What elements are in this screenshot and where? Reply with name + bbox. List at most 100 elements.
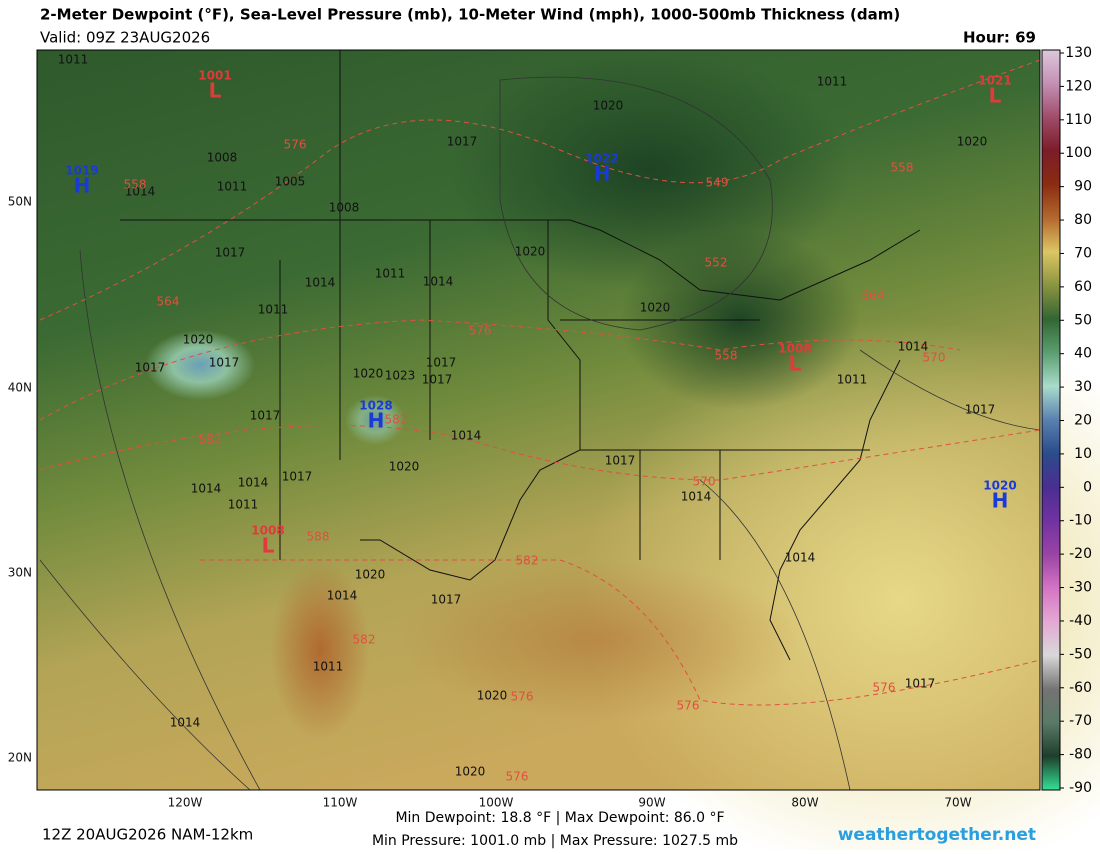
- longitude-label: 120W: [168, 796, 203, 810]
- isobar-label: 1017: [905, 677, 936, 691]
- isobar-label: 1020: [455, 765, 486, 779]
- model-run: 12Z 20AUG2026 NAM-12km: [42, 826, 253, 844]
- colorbar-label: -70: [1069, 713, 1092, 729]
- isobar-label: 1005: [275, 175, 306, 189]
- colorbar-label: -80: [1069, 747, 1092, 763]
- isobars: [39, 76, 1041, 791]
- moist-region: [580, 320, 1100, 854]
- isobar-label: 1020: [353, 367, 384, 381]
- dry-region: [145, 330, 255, 400]
- isobar-label: 1017: [250, 409, 281, 423]
- map-field: [37, 50, 1100, 854]
- thickness-label: 558: [891, 161, 914, 175]
- colorbar-label: 10: [1074, 446, 1092, 462]
- colorbar-label: 120: [1065, 78, 1092, 94]
- isobar-label: 1011: [217, 180, 248, 194]
- isobar-label: 1014: [327, 589, 358, 603]
- colorbar-label: -50: [1069, 646, 1092, 662]
- thickness-label: 582: [353, 633, 376, 647]
- colorbar-label: 90: [1074, 179, 1092, 195]
- colorbar: 1301201101009080706050403020100-10-20-30…: [1041, 45, 1092, 796]
- center-value: 1028: [359, 399, 392, 413]
- isobar-label: 1017: [209, 356, 240, 370]
- thickness-label: 576: [873, 681, 896, 695]
- thickness-label: 576: [506, 770, 529, 784]
- isobar-label: 1017: [447, 135, 478, 149]
- isobar-label: 1008: [207, 151, 238, 165]
- center-letter: L: [209, 79, 222, 103]
- pressure-range: Min Pressure: 1001.0 mb | Max Pressure: …: [372, 833, 738, 849]
- longitude-label: 110W: [323, 796, 358, 810]
- dry-region: [345, 395, 405, 445]
- center-value: 1008: [251, 524, 284, 538]
- colorbar-label: -30: [1069, 580, 1092, 596]
- isobar-label: 1014: [423, 275, 454, 289]
- isobar-label: 1014: [238, 476, 269, 490]
- latitude-label: 30N: [8, 566, 32, 580]
- forecast-hour: Hour: 69: [963, 29, 1036, 47]
- thickness-label: 576: [511, 690, 534, 704]
- longitude-label: 80W: [791, 796, 818, 810]
- thickness-label: 564: [157, 295, 180, 309]
- dry-region: [400, 560, 800, 720]
- colorbar-label: -40: [1069, 613, 1092, 629]
- colorbar-label: 50: [1074, 312, 1092, 328]
- thickness-label: 582: [199, 433, 222, 447]
- isobar-label: 1014: [681, 490, 712, 504]
- dewpoint-range: Min Dewpoint: 18.8 °F | Max Dewpoint: 86…: [395, 810, 724, 826]
- isobar-label: 1014: [305, 276, 336, 290]
- thickness-label: 558: [124, 178, 147, 192]
- boundaries: [120, 50, 921, 661]
- isobar-label: 1014: [785, 551, 816, 565]
- colorbar-label: -60: [1069, 680, 1092, 696]
- center-letter: H: [74, 174, 91, 198]
- colorbar-label: 110: [1065, 112, 1092, 128]
- isobar-label: 1017: [215, 246, 246, 260]
- colorbar-label: 130: [1065, 45, 1092, 61]
- thickness-label: 582: [516, 554, 539, 568]
- isobar-label: 1023: [385, 369, 416, 383]
- colorbar-label: 40: [1074, 346, 1092, 362]
- longitude-label: 90W: [638, 796, 665, 810]
- moist-region: [450, 50, 850, 290]
- isobar-label: 1011: [817, 75, 848, 89]
- isobar-label: 1017: [426, 356, 457, 370]
- thickness-label: 570: [923, 351, 946, 365]
- center-letter: H: [368, 409, 385, 433]
- dry-region: [270, 560, 370, 740]
- center-value: 1022: [585, 152, 618, 166]
- center-value: 1020: [983, 479, 1016, 493]
- isobar-label: 1014: [451, 429, 482, 443]
- latitude-label: 40N: [8, 381, 32, 395]
- isobar-label: 1011: [58, 53, 89, 67]
- isobar-label: 1020: [640, 301, 671, 315]
- latitude-label: 50N: [8, 195, 32, 209]
- isobar-label: 1014: [191, 482, 222, 496]
- isobar-label: 1017: [135, 361, 166, 375]
- colorbar-label: 20: [1074, 413, 1092, 429]
- thickness-label: 549: [706, 176, 729, 190]
- colorbar-label: 80: [1074, 212, 1092, 228]
- isobar-label: 1020: [355, 568, 386, 582]
- center-letter: H: [594, 162, 611, 186]
- site-link[interactable]: weathertogether.net: [838, 825, 1036, 845]
- center-letter: L: [989, 84, 1002, 108]
- thickness-label: 558: [715, 349, 738, 363]
- isobar-label: 1017: [282, 470, 313, 484]
- colorbar-label: 100: [1065, 145, 1092, 161]
- isobar-label: 1011: [313, 660, 344, 674]
- thickness-label: 588: [307, 530, 330, 544]
- colorbar-label: 0: [1083, 479, 1092, 495]
- isobar-label: 1020: [389, 460, 420, 474]
- isobar-label: 1017: [422, 373, 453, 387]
- thickness-label: 582: [385, 413, 408, 427]
- center-letter: H: [992, 489, 1009, 513]
- thickness-label: 570: [693, 475, 716, 489]
- isobar-label: 1017: [431, 593, 462, 607]
- center-letter: L: [789, 352, 802, 376]
- isobar-label: 1014: [125, 185, 156, 199]
- colorbar-label: 70: [1074, 245, 1092, 261]
- isobar-label: 1014: [898, 340, 929, 354]
- isobar-label: 1008: [329, 201, 360, 215]
